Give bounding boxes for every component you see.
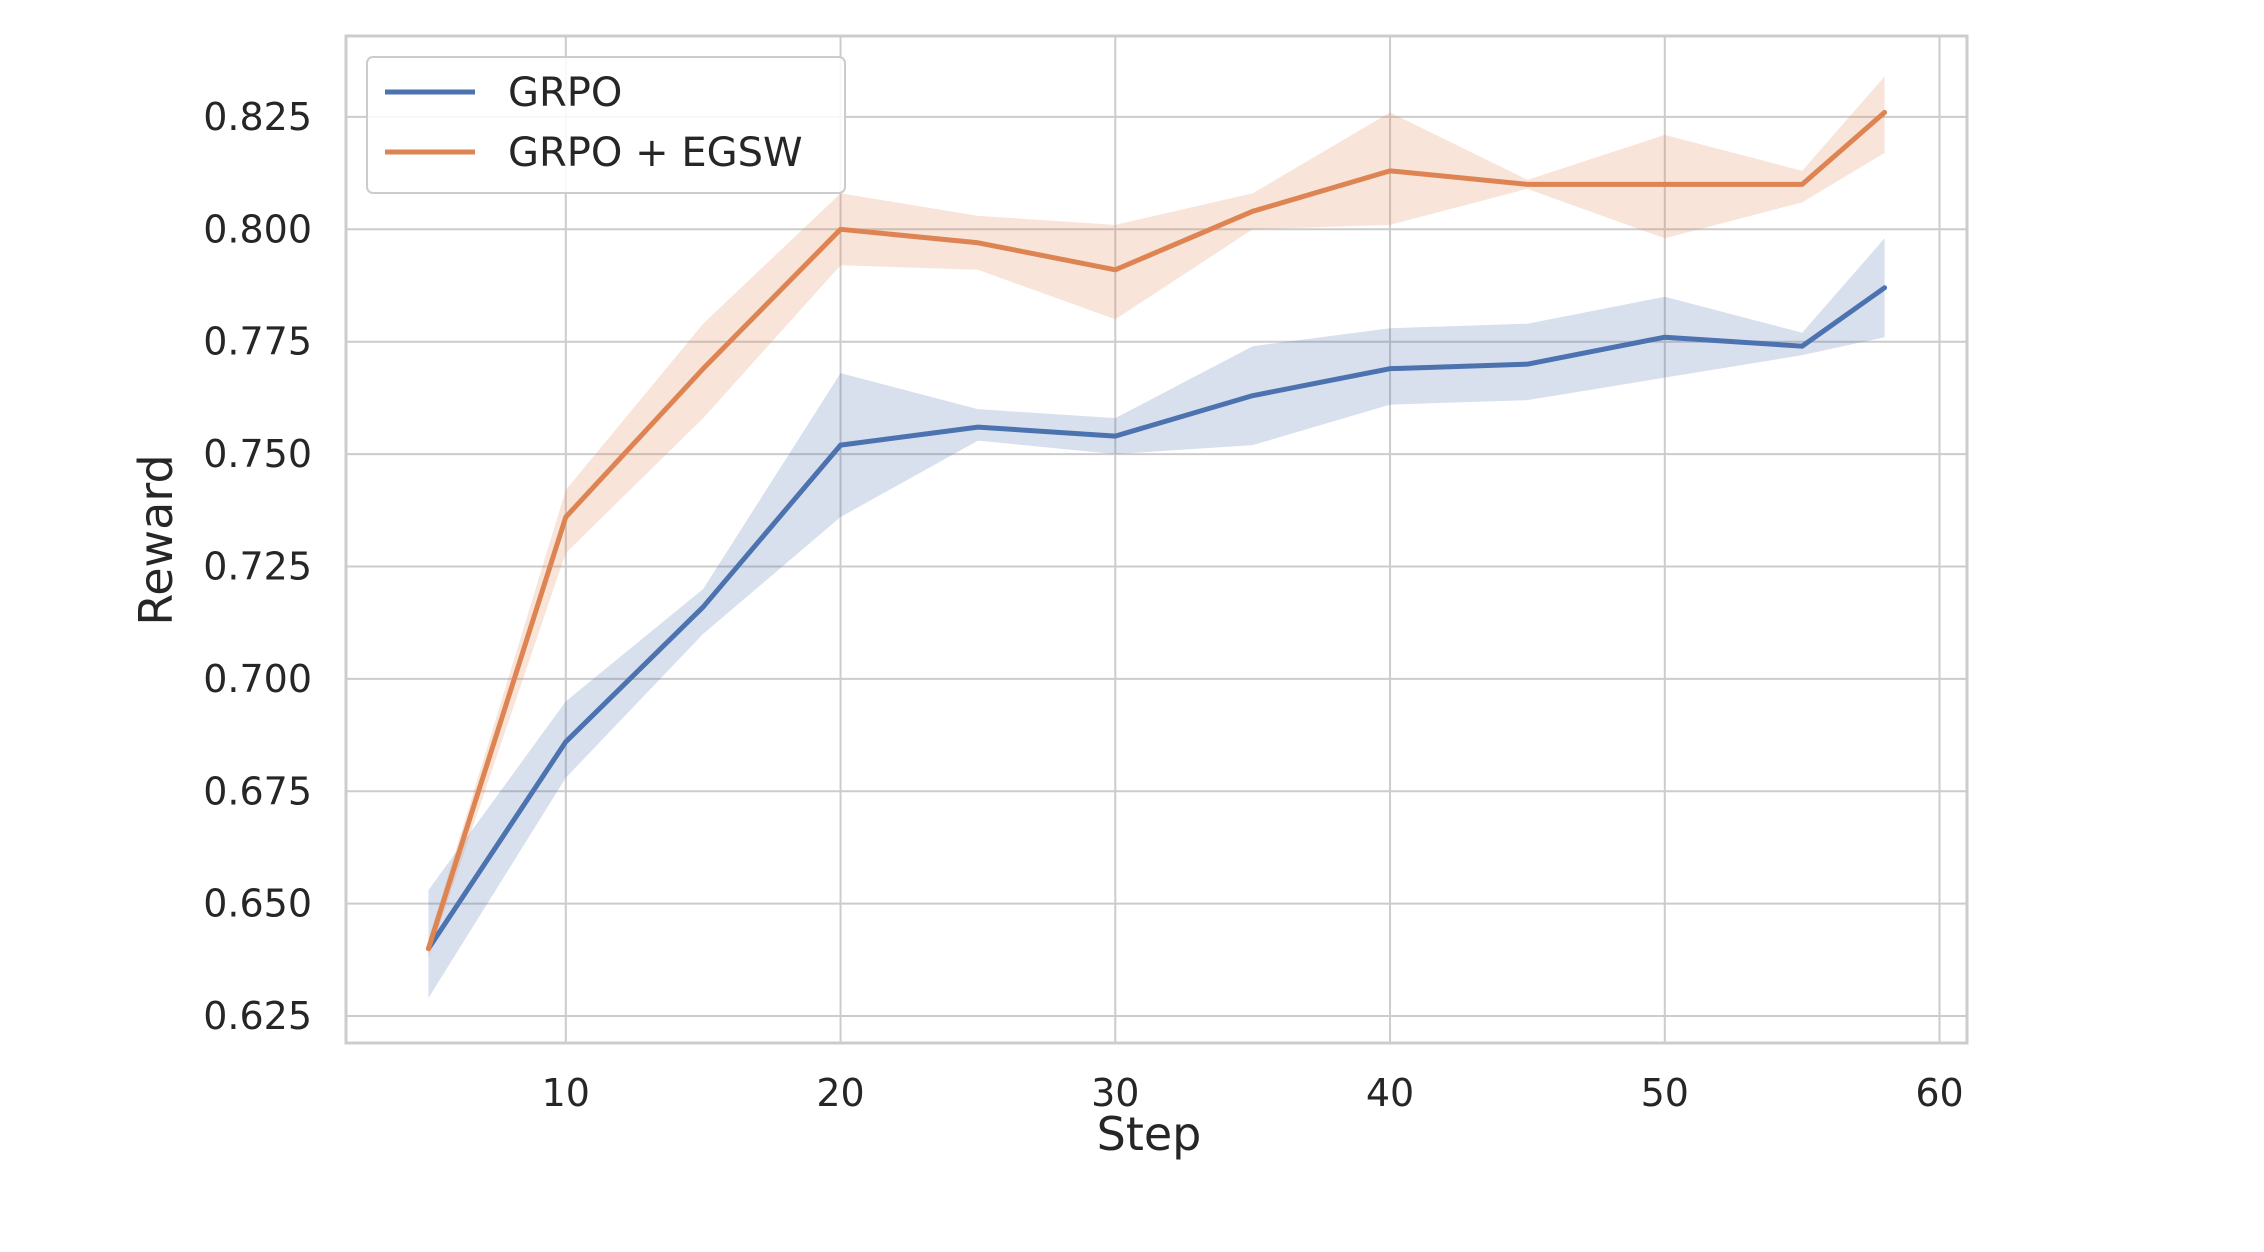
y-tick-label-0.825: 0.825 <box>203 95 312 139</box>
y-tick-label-0.675: 0.675 <box>203 769 312 813</box>
plot-frame <box>344 34 1969 1045</box>
legend: GRPO GRPO + EGSW <box>366 56 846 194</box>
y-tick-label-0.700: 0.700 <box>203 657 312 701</box>
legend-label-grpo-egsw: GRPO + EGSW <box>508 130 803 176</box>
tick-labels: 10 20 30 40 50 60 0.625 0.650 0.675 0.700 0.725 0.7… <box>203 95 1964 1115</box>
y-tick-label-0.625: 0.625 <box>203 994 312 1038</box>
x-axis-label: Step <box>1097 1107 1202 1161</box>
x-tick-label-50: 50 <box>1641 1071 1689 1115</box>
series-lines <box>425 109 1888 952</box>
x-tick-label-10: 10 <box>542 1071 590 1115</box>
x-tick-label-20: 20 <box>816 1071 864 1115</box>
series-line-grpo <box>425 285 1888 952</box>
y-tick-label-0.800: 0.800 <box>203 207 312 251</box>
y-axis-label: Reward <box>129 454 183 625</box>
series-line-grpo-egsw <box>425 109 1888 952</box>
confidence-band-grpo <box>428 238 1885 999</box>
legend-box <box>366 56 846 194</box>
y-tick-label-0.750: 0.750 <box>203 432 312 476</box>
y-tick-label-0.725: 0.725 <box>203 544 312 588</box>
confidence-bands <box>428 76 1885 999</box>
confidence-band-grpo-egsw <box>428 76 1885 958</box>
plot-border <box>344 34 1969 1045</box>
legend-label-grpo: GRPO <box>508 70 622 116</box>
y-tick-label-0.650: 0.650 <box>203 882 312 926</box>
y-tick-label-0.775: 0.775 <box>203 320 312 364</box>
x-tick-label-30: 30 <box>1091 1071 1139 1115</box>
x-tick-label-60: 60 <box>1915 1071 1963 1115</box>
x-tick-label-40: 40 <box>1366 1071 1414 1115</box>
